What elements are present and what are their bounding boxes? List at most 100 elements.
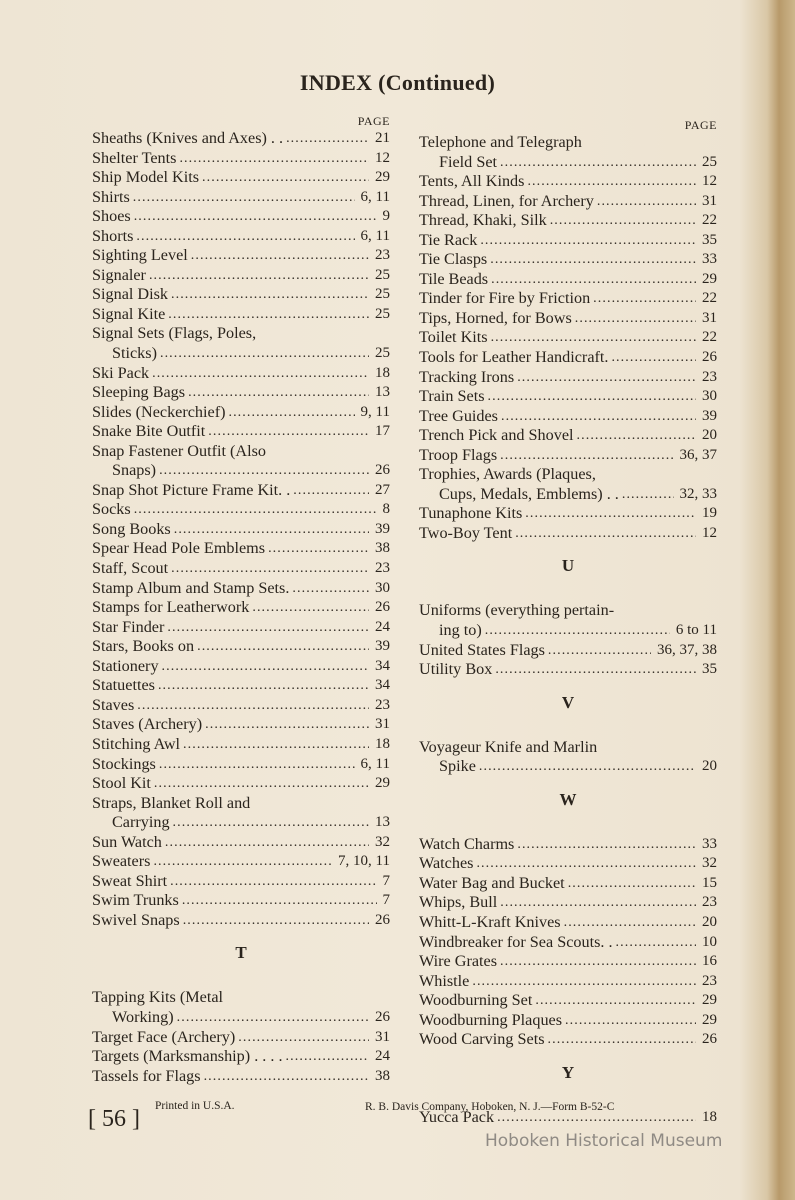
- entry-page: 31: [375, 1028, 390, 1045]
- dot-leader: [134, 696, 369, 716]
- entry-page: 15: [702, 874, 717, 891]
- entry-label: Wood Carving Sets: [419, 1030, 545, 1049]
- index-entry: Tips, Horned, for Bows 31: [419, 309, 717, 329]
- entry-page: 25: [375, 286, 390, 303]
- dot-leader: [498, 407, 696, 427]
- entry-page: 31: [702, 192, 717, 209]
- entry-page: 29: [702, 992, 717, 1009]
- dot-leader: [497, 153, 696, 173]
- dot-leader: [165, 305, 369, 325]
- index-entry: Snap Fastener Outfit (Also: [92, 442, 390, 462]
- entry-page: 17: [375, 423, 390, 440]
- entry-page: 32: [375, 833, 390, 850]
- index-entry: Tapping Kits (Metal: [92, 988, 390, 1008]
- index-entry: Telephone and Telegraph: [419, 133, 717, 153]
- dot-leader: [205, 422, 369, 442]
- entry-page: 23: [702, 894, 717, 911]
- entry-page: 32: [702, 855, 717, 872]
- watermark: Hoboken Historical Museum: [485, 1131, 723, 1151]
- dot-leader: [130, 188, 355, 208]
- entry-label: Woodburning Set: [419, 991, 533, 1010]
- index-entry: Sweat Shirt 7: [92, 872, 390, 892]
- dot-leader: [565, 874, 696, 894]
- index-entry: Whitt-L-Kraft Knives 20: [419, 913, 717, 933]
- index-entry: Snap Shot Picture Frame Kit. . 27: [92, 481, 390, 501]
- entry-label: Sun Watch: [92, 832, 162, 851]
- index-entry: Train Sets 30: [419, 387, 717, 407]
- entry-label: United States Flags: [419, 640, 545, 659]
- entry-label: Targets (Marksmanship) . . . .: [92, 1047, 283, 1066]
- entry-label: Stars, Books on: [92, 637, 195, 656]
- dot-leader: [150, 852, 332, 872]
- dot-leader: [488, 270, 696, 290]
- entry-label: Thread, Linen, for Archery: [419, 191, 594, 210]
- index-entry: Wood Carving Sets 26: [419, 1030, 717, 1050]
- entry-page: 24: [375, 1048, 390, 1065]
- dot-leader: [514, 835, 696, 855]
- dot-leader: [574, 426, 696, 446]
- dot-leader: [545, 1030, 696, 1050]
- entry-label: Tunaphone Kits: [419, 504, 523, 523]
- section-heading: V: [561, 692, 575, 712]
- dot-leader: [133, 227, 354, 247]
- page-column-header: PAGE: [684, 118, 717, 132]
- entry-page: 25: [375, 305, 390, 322]
- entry-label: Shorts: [92, 226, 134, 245]
- dot-leader: [146, 266, 369, 286]
- entry-page: 20: [702, 913, 717, 930]
- entry-label: Signal Kite: [92, 304, 166, 323]
- dot-leader: [201, 1067, 369, 1087]
- entry-label: Song Books: [92, 519, 171, 538]
- dot-leader: [180, 911, 369, 931]
- entry-label: Wire Grates: [419, 952, 497, 971]
- publisher-note: R. B. Davis Company, Hoboken, N. J.—Form…: [365, 1101, 615, 1113]
- dot-leader: [476, 757, 696, 777]
- entry-label: Snap Fastener Outfit (Also: [92, 441, 266, 460]
- dot-leader: [188, 246, 369, 266]
- entry-page: 36, 37: [679, 446, 718, 463]
- entry-label: Telephone and Telegraph: [419, 133, 582, 151]
- entry-page: 35: [702, 231, 717, 248]
- index-entry: Shelter Tents 12: [92, 149, 390, 169]
- entry-page: 35: [702, 661, 717, 678]
- entry-page: 29: [702, 1011, 717, 1028]
- dot-leader: [155, 676, 369, 696]
- entry-page: 18: [375, 735, 390, 752]
- page-column-header: PAGE: [357, 114, 390, 128]
- entry-label: Sheaths (Knives and Axes) . .: [92, 129, 284, 147]
- index-entry: Watch Charms 33: [419, 835, 717, 855]
- entry-page: 39: [702, 407, 717, 424]
- entry-page: 36, 37, 38: [657, 641, 717, 658]
- entry-page: 27: [375, 481, 390, 498]
- entry-label: Stationery: [92, 656, 159, 675]
- index-entry: Ship Model Kits 29: [92, 168, 390, 188]
- entry-label: Tassels for Flags: [92, 1066, 201, 1085]
- dot-leader: [185, 383, 369, 403]
- dot-leader: [608, 348, 696, 368]
- dot-leader: [171, 520, 369, 540]
- index-entry-continuation: Cups, Medals, Emblems) . . 32, 33: [419, 485, 717, 505]
- index-entry: Straps, Blanket Roll and: [92, 794, 390, 814]
- index-entry: Snake Bite Outfit 17: [92, 422, 390, 442]
- entry-page: 22: [702, 212, 717, 229]
- entry-page: 31: [702, 309, 717, 326]
- dot-leader: [180, 735, 369, 755]
- entry-label: Signal Disk: [92, 285, 168, 304]
- dot-leader: [131, 207, 377, 227]
- dot-leader: [167, 872, 376, 892]
- index-entry: Targets (Marksmanship) . . . . 24: [92, 1047, 390, 1067]
- entry-label: Sticks): [112, 344, 157, 363]
- index-entry-continuation: ing to) 6 to 11: [419, 621, 717, 641]
- index-entry: Stitching Awl 18: [92, 735, 390, 755]
- dot-leader: [545, 641, 651, 661]
- dot-leader: [199, 168, 369, 188]
- entry-label: Spike: [439, 757, 476, 776]
- index-entry: Slides (Neckerchief) 9, 11: [92, 403, 390, 423]
- entry-page: 9, 11: [360, 403, 390, 420]
- dot-leader: [497, 446, 673, 466]
- dot-leader: [179, 891, 377, 911]
- index-entry: Staves (Archery) 31: [92, 715, 390, 735]
- dot-leader: [283, 129, 369, 149]
- index-entry: Stationery 34: [92, 657, 390, 677]
- dot-leader: [131, 500, 377, 520]
